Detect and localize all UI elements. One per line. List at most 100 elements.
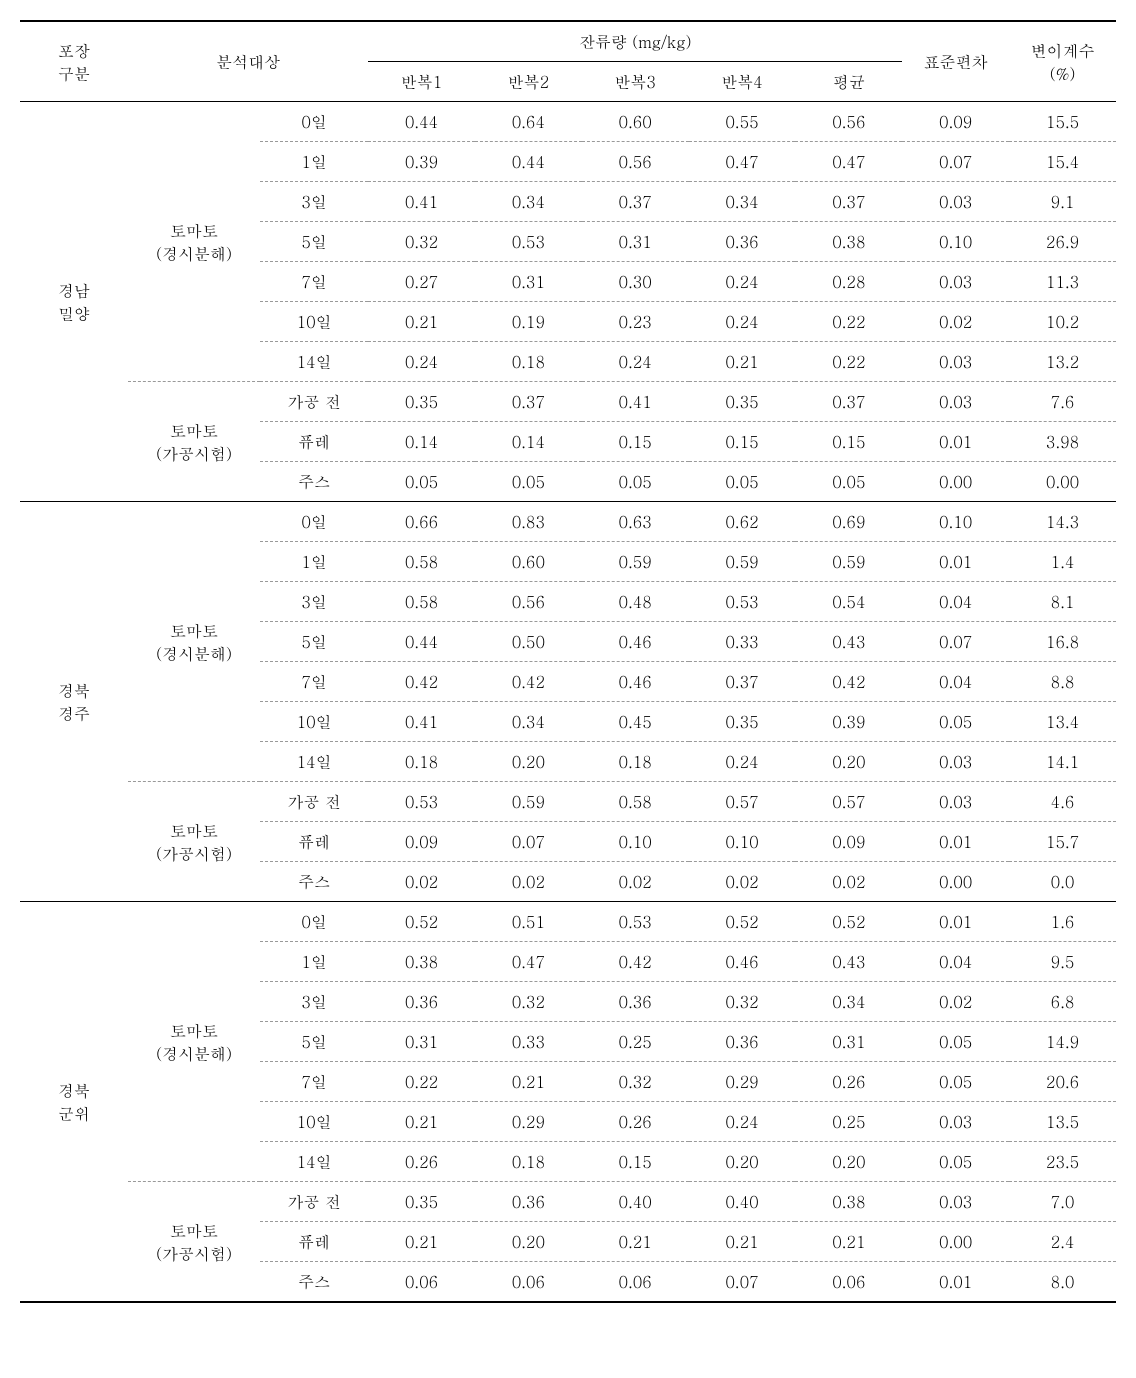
rep2-cell: 0.47 xyxy=(475,942,582,982)
sd-cell: 0.01 xyxy=(902,422,1009,462)
rep2-cell: 0.51 xyxy=(475,902,582,942)
condition-cell: 퓨레 xyxy=(260,422,368,462)
rep2-cell: 0.05 xyxy=(475,462,582,502)
rep1-cell: 0.02 xyxy=(368,862,475,902)
avg-cell: 0.06 xyxy=(795,1262,902,1303)
sd-cell: 0.00 xyxy=(902,462,1009,502)
header-banbok1: 반복1 xyxy=(368,62,475,102)
rep1-cell: 0.44 xyxy=(368,102,475,142)
cv-cell: 8.8 xyxy=(1009,662,1116,702)
rep2-cell: 0.56 xyxy=(475,582,582,622)
rep1-cell: 0.41 xyxy=(368,702,475,742)
rep2-cell: 0.19 xyxy=(475,302,582,342)
condition-cell: 14일 xyxy=(260,742,368,782)
rep2-cell: 0.53 xyxy=(475,222,582,262)
sd-cell: 0.01 xyxy=(902,822,1009,862)
condition-cell: 가공 전 xyxy=(260,1182,368,1222)
rep2-cell: 0.37 xyxy=(475,382,582,422)
avg-cell: 0.38 xyxy=(795,222,902,262)
cv-cell: 9.1 xyxy=(1009,182,1116,222)
cv-cell: 14.1 xyxy=(1009,742,1116,782)
rep4-cell: 0.24 xyxy=(689,262,796,302)
rep4-cell: 0.35 xyxy=(689,702,796,742)
rep4-cell: 0.47 xyxy=(689,142,796,182)
rep1-cell: 0.31 xyxy=(368,1022,475,1062)
rep3-cell: 0.32 xyxy=(582,1062,689,1102)
rep2-cell: 0.59 xyxy=(475,782,582,822)
condition-cell: 주스 xyxy=(260,462,368,502)
cv-cell: 7.6 xyxy=(1009,382,1116,422)
avg-cell: 0.25 xyxy=(795,1102,902,1142)
condition-cell: 가공 전 xyxy=(260,382,368,422)
rep3-cell: 0.37 xyxy=(582,182,689,222)
subgroup-cell: 토마토(가공시험) xyxy=(128,1182,260,1303)
rep1-cell: 0.14 xyxy=(368,422,475,462)
sd-cell: 0.07 xyxy=(902,142,1009,182)
rep2-cell: 0.07 xyxy=(475,822,582,862)
avg-cell: 0.26 xyxy=(795,1062,902,1102)
avg-cell: 0.20 xyxy=(795,742,902,782)
rep3-cell: 0.48 xyxy=(582,582,689,622)
condition-cell: 1일 xyxy=(260,942,368,982)
rep2-cell: 0.02 xyxy=(475,862,582,902)
rep1-cell: 0.27 xyxy=(368,262,475,302)
rep4-cell: 0.46 xyxy=(689,942,796,982)
rep4-cell: 0.52 xyxy=(689,902,796,942)
condition-cell: 14일 xyxy=(260,342,368,382)
rep1-cell: 0.35 xyxy=(368,382,475,422)
cv-cell: 16.8 xyxy=(1009,622,1116,662)
rep2-cell: 0.64 xyxy=(475,102,582,142)
table-row: 경남밀양토마토(경시분해)0일0.440.640.600.550.560.091… xyxy=(20,102,1116,142)
condition-cell: 0일 xyxy=(260,102,368,142)
condition-cell: 주스 xyxy=(260,1262,368,1303)
avg-cell: 0.37 xyxy=(795,382,902,422)
avg-cell: 0.37 xyxy=(795,182,902,222)
cv-cell: 9.5 xyxy=(1009,942,1116,982)
rep3-cell: 0.10 xyxy=(582,822,689,862)
cv-cell: 1.6 xyxy=(1009,902,1116,942)
rep3-cell: 0.21 xyxy=(582,1222,689,1262)
sd-cell: 0.02 xyxy=(902,302,1009,342)
rep4-cell: 0.15 xyxy=(689,422,796,462)
rep1-cell: 0.52 xyxy=(368,902,475,942)
sd-cell: 0.03 xyxy=(902,742,1009,782)
cv-cell: 20.6 xyxy=(1009,1062,1116,1102)
rep1-cell: 0.22 xyxy=(368,1062,475,1102)
cv-cell: 23.5 xyxy=(1009,1142,1116,1182)
cv-cell: 15.4 xyxy=(1009,142,1116,182)
region-cell: 경북경주 xyxy=(20,502,128,902)
cv-cell: 8.1 xyxy=(1009,582,1116,622)
sd-cell: 0.03 xyxy=(902,782,1009,822)
subgroup-cell: 토마토(경시분해) xyxy=(128,902,260,1182)
sd-cell: 0.01 xyxy=(902,542,1009,582)
rep3-cell: 0.23 xyxy=(582,302,689,342)
rep4-cell: 0.36 xyxy=(689,1022,796,1062)
rep3-cell: 0.05 xyxy=(582,462,689,502)
sd-cell: 0.04 xyxy=(902,662,1009,702)
condition-cell: 3일 xyxy=(260,182,368,222)
sd-cell: 0.04 xyxy=(902,942,1009,982)
sd-cell: 0.03 xyxy=(902,1182,1009,1222)
condition-cell: 7일 xyxy=(260,262,368,302)
cv-cell: 0.00 xyxy=(1009,462,1116,502)
rep3-cell: 0.60 xyxy=(582,102,689,142)
rep3-cell: 0.25 xyxy=(582,1022,689,1062)
rep1-cell: 0.21 xyxy=(368,1222,475,1262)
rep4-cell: 0.57 xyxy=(689,782,796,822)
table-row: 토마토(가공시험)가공 전0.350.370.410.350.370.037.6 xyxy=(20,382,1116,422)
avg-cell: 0.39 xyxy=(795,702,902,742)
rep4-cell: 0.55 xyxy=(689,102,796,142)
condition-cell: 1일 xyxy=(260,542,368,582)
condition-cell: 3일 xyxy=(260,982,368,1022)
rep3-cell: 0.30 xyxy=(582,262,689,302)
condition-cell: 5일 xyxy=(260,1022,368,1062)
rep3-cell: 0.26 xyxy=(582,1102,689,1142)
subgroup-cell: 토마토(경시분해) xyxy=(128,502,260,782)
rep3-cell: 0.18 xyxy=(582,742,689,782)
sd-cell: 0.00 xyxy=(902,1222,1009,1262)
sd-cell: 0.02 xyxy=(902,982,1009,1022)
avg-cell: 0.43 xyxy=(795,942,902,982)
rep3-cell: 0.02 xyxy=(582,862,689,902)
avg-cell: 0.02 xyxy=(795,862,902,902)
header-banbok3: 반복3 xyxy=(582,62,689,102)
